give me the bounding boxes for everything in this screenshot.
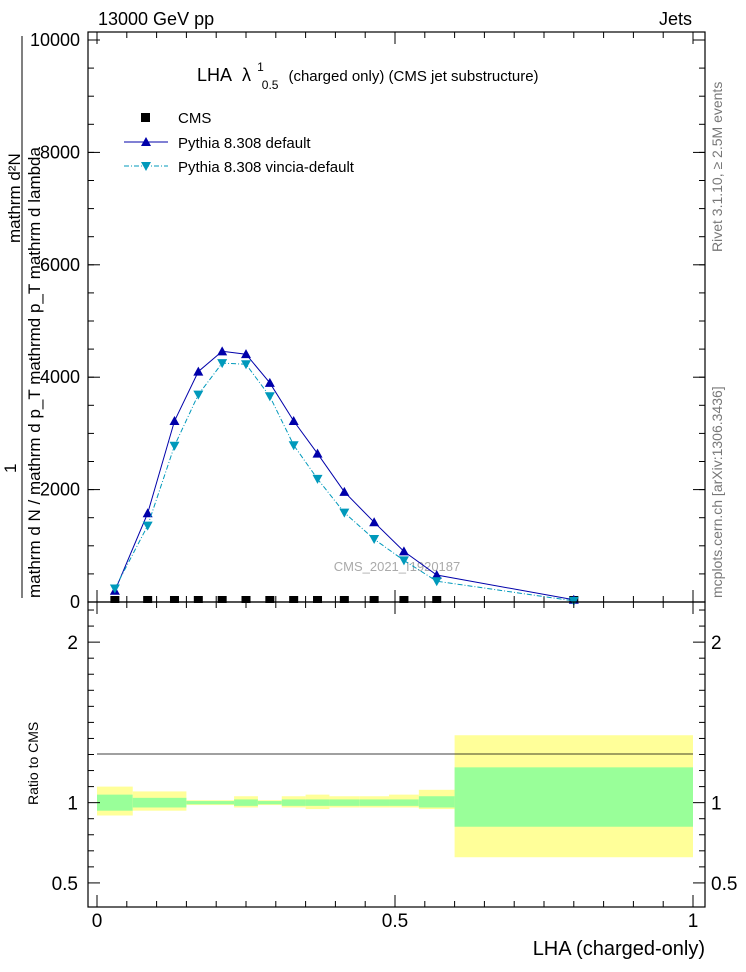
ylabel-numerator: mathrm d²N <box>5 153 24 243</box>
default-point <box>217 346 228 356</box>
ratio-inner-band <box>329 799 360 806</box>
energy-label: 13000 GeV pp <box>98 9 214 29</box>
default-point <box>431 570 442 580</box>
ratio-ticks: 0.5 0.5 1 1 2 2 0 0.5 1 <box>52 602 737 932</box>
default-point <box>264 377 275 387</box>
main-ytick-label: 4000 <box>40 367 80 387</box>
ratio-inner-band <box>281 799 306 806</box>
default-point <box>339 486 350 496</box>
ylabel-denominator: mathrm d N / mathrm d p_T mathrmd p_T ma… <box>25 146 44 598</box>
main-ytick-label: 10000 <box>30 30 80 50</box>
vincia-point <box>109 584 120 594</box>
default-point <box>312 448 323 458</box>
ratio-inner-band <box>305 799 330 806</box>
chart-title-name: LHA <box>197 65 232 85</box>
series-line-1 <box>114 350 574 601</box>
main-panel: 0 2000 4000 6000 8000 10000 LHA λ 1 0.5 (char… <box>1 30 706 612</box>
mcplots-label: mcplots.cern.ch [arXiv:1306.3436] <box>709 386 725 598</box>
default-point <box>398 546 409 556</box>
xtick-label: 0.5 <box>382 911 408 932</box>
ratio-ytick-label: 2 <box>67 633 78 654</box>
legend-vincia-label: Pythia 8.308 vincia-default <box>178 159 355 176</box>
chart-title: LHA λ 1 0.5 (charged only) (CMS jet subs… <box>197 55 539 93</box>
default-point <box>169 416 180 426</box>
cms-point <box>339 596 349 603</box>
ratio-panel: 0.5 0.5 1 1 2 2 0 0.5 1 Ratio to CMS LHA (charge… <box>25 601 737 960</box>
ratio-inner-band <box>186 801 235 805</box>
default-point <box>142 508 153 518</box>
ratio-ytick-label-right: 2 <box>711 633 722 654</box>
main-ytick-label: 8000 <box>40 142 80 162</box>
default-point <box>241 349 251 359</box>
vincia-point <box>339 508 350 518</box>
vincia-point <box>217 359 228 369</box>
vincia-point <box>369 535 380 545</box>
ratio-inner-band <box>97 794 133 811</box>
ratio-inner-band <box>359 799 390 806</box>
rivet-label: Rivet 3.1.10, ≥ 2.5M events <box>709 82 725 252</box>
cms-point <box>265 596 275 603</box>
ratio-ytick-label: 0.5 <box>52 874 78 895</box>
process-label: Jets <box>659 9 692 29</box>
cms-point <box>432 596 442 603</box>
cms-point <box>193 596 203 603</box>
legend-vincia-marker <box>141 162 151 171</box>
default-point <box>369 517 380 527</box>
ratio-ytick-label: 1 <box>67 794 78 815</box>
vincia-point <box>142 521 153 531</box>
cms-point <box>289 596 299 603</box>
cms-point <box>369 596 379 603</box>
ratio-ylabel: Ratio to CMS <box>25 722 41 805</box>
vincia-point <box>568 596 579 606</box>
ratio-inner-band <box>454 767 693 827</box>
chart-title-rest: (charged only) (CMS jet substructure) <box>288 68 538 85</box>
ratio-inner-band <box>418 796 455 808</box>
cms-point <box>143 596 153 603</box>
legend-default-marker <box>141 137 151 146</box>
default-point <box>193 366 204 376</box>
cms-point <box>217 596 227 603</box>
cms-point <box>110 596 120 603</box>
vincia-point <box>398 556 409 566</box>
ratio-bands <box>97 735 693 858</box>
legend-default-label: Pythia 8.308 default <box>178 135 311 152</box>
vincia-point <box>193 390 204 400</box>
analysis-watermark: CMS_2021_I1920187 <box>334 559 461 574</box>
chart-title-lambda: λ <box>242 65 251 85</box>
vincia-point <box>169 441 180 451</box>
series-layer <box>109 346 579 606</box>
main-ytick-labels: 0 2000 4000 6000 8000 10000 <box>30 30 80 612</box>
legend-cms-marker <box>141 113 150 122</box>
cms-point <box>313 596 323 603</box>
xaxis-label: LHA (charged-only) <box>533 938 705 960</box>
legend: CMS Pythia 8.308 default Pythia 8.308 vi… <box>124 110 355 176</box>
vincia-point <box>431 577 442 587</box>
ratio-inner-band <box>132 797 187 808</box>
default-point <box>288 416 299 426</box>
cms-point <box>399 596 409 603</box>
ratio-inner-band <box>257 801 282 805</box>
cms-point <box>241 596 251 603</box>
legend-cms-label: CMS <box>178 110 211 127</box>
main-ytick-label: 2000 <box>40 480 80 500</box>
chart-title-sup: 1 <box>257 60 264 74</box>
ratio-ytick-label-right: 0.5 <box>711 874 737 895</box>
main-ytick-label: 6000 <box>40 255 80 275</box>
vincia-point <box>312 474 323 484</box>
vincia-point <box>288 441 299 451</box>
ratio-frame <box>87 601 706 908</box>
cms-point <box>169 596 179 603</box>
ratio-inner-band <box>389 799 419 806</box>
xtick-label: 1 <box>688 911 699 932</box>
main-ytick-label: 0 <box>70 592 80 612</box>
ratio-ytick-label-right: 1 <box>711 794 722 815</box>
vincia-point <box>241 360 251 370</box>
series-line-2 <box>114 362 574 602</box>
ratio-inner-band <box>234 799 258 806</box>
chart-title-sub: 0.5 <box>262 78 279 92</box>
ylabel-one: 1 <box>1 464 20 473</box>
xtick-label: 0 <box>92 911 103 932</box>
vincia-point <box>264 392 275 402</box>
